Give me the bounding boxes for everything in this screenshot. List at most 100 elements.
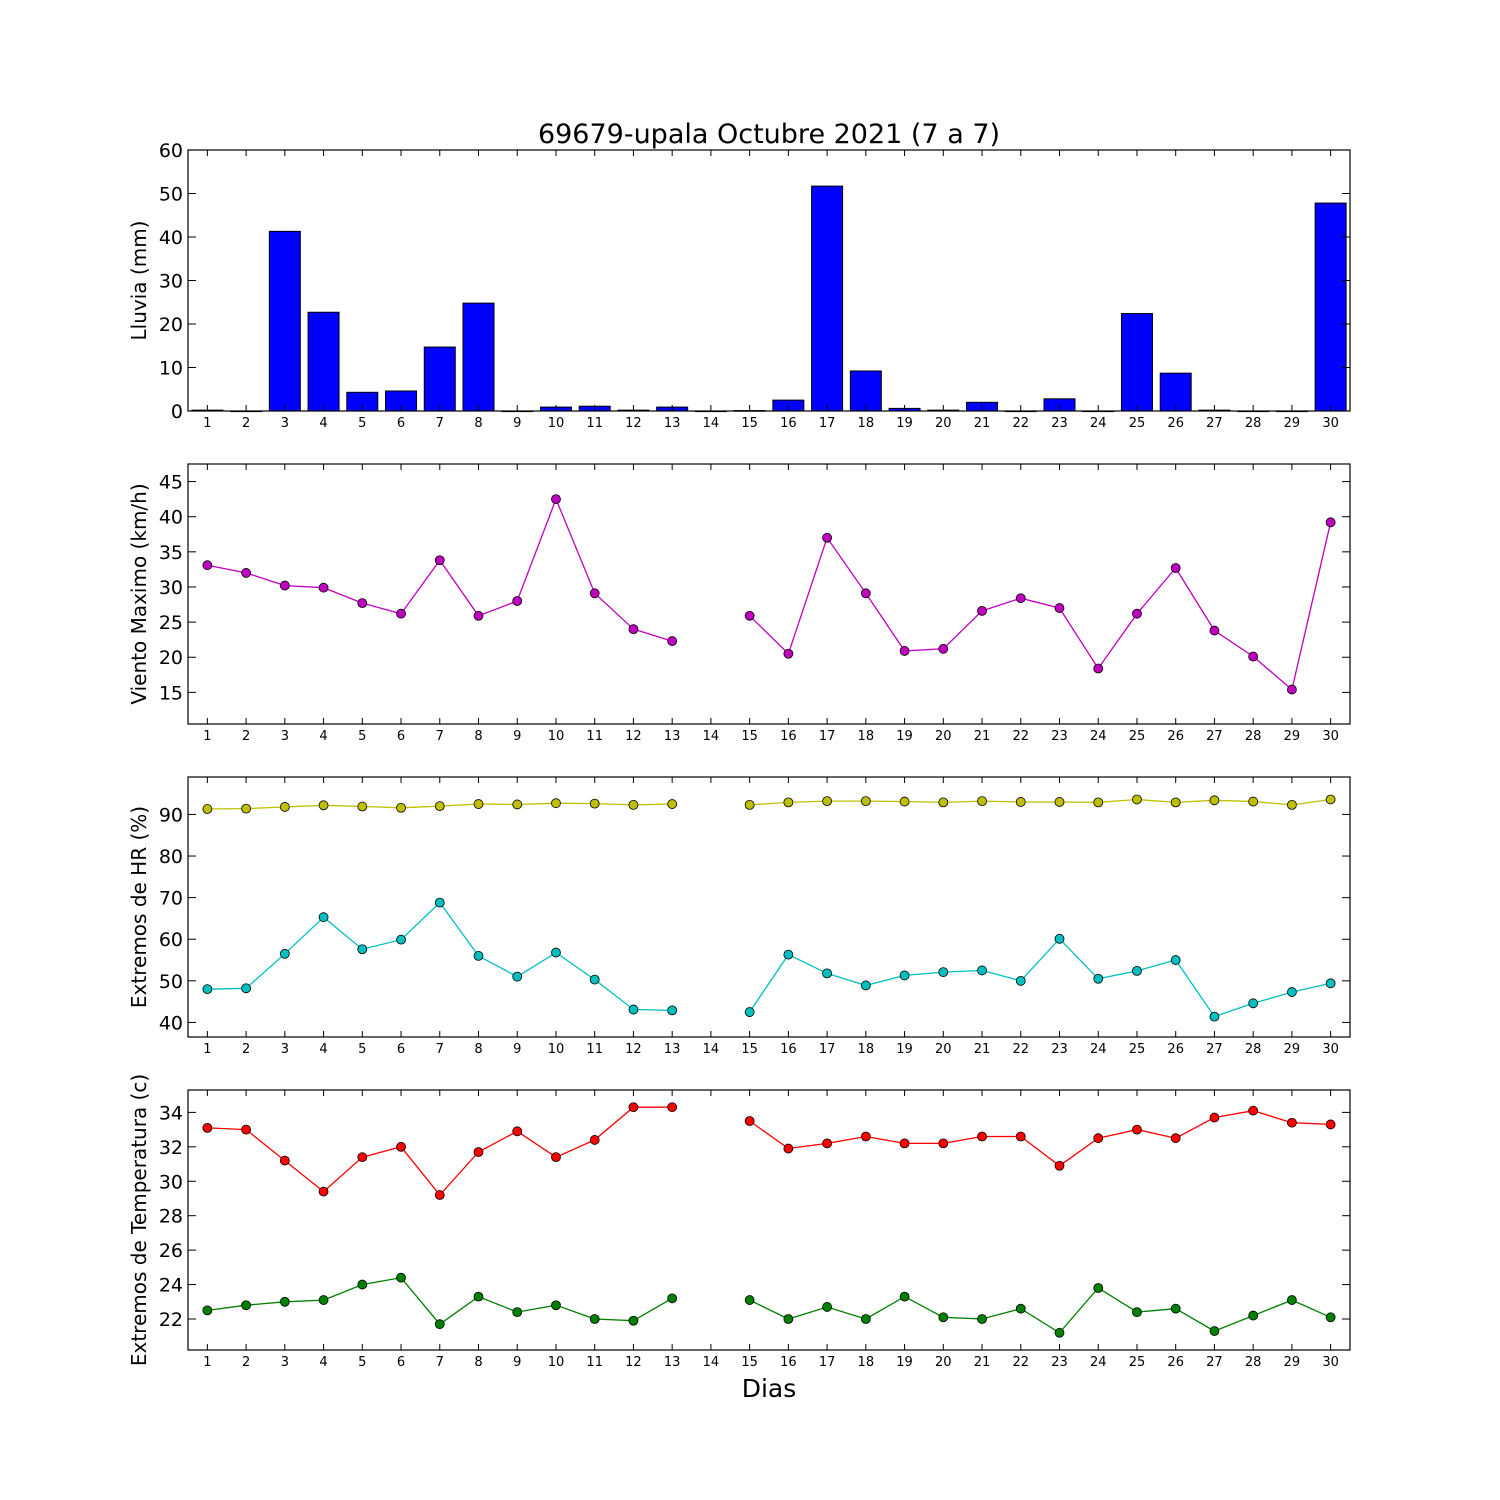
y-tick-label: 45 <box>159 472 183 494</box>
x-tick-label: 5 <box>358 1355 366 1370</box>
y-tick-label: 26 <box>159 1240 183 1262</box>
x-tick-label: 27 <box>1206 416 1223 431</box>
series-2-point-day-30 <box>1325 1312 1336 1323</box>
series-2-point-day-18 <box>860 1314 871 1324</box>
x-tick-label: 14 <box>703 1355 720 1370</box>
y-axis-label: Extremos de HR (%) <box>127 806 151 1008</box>
x-tick-label: 20 <box>935 729 952 744</box>
x-tick-label: 14 <box>703 1042 720 1057</box>
series-2-point-day-8 <box>473 950 484 961</box>
x-tick-label: 16 <box>780 416 797 431</box>
x-tick-label: 12 <box>625 729 642 744</box>
y-tick-label: 40 <box>159 227 183 249</box>
x-tick-label: 1 <box>203 416 211 431</box>
series-2-point-day-30 <box>1325 978 1336 989</box>
bar-day-26 <box>1159 372 1192 412</box>
series-1-point-day-4 <box>318 800 329 811</box>
x-tick-label: 29 <box>1284 1042 1301 1057</box>
x-tick-label: 19 <box>896 416 913 431</box>
y-tick-label: 35 <box>159 542 183 564</box>
series-1-point-day-13 <box>667 636 678 646</box>
series-2-point-day-9 <box>512 1307 523 1318</box>
y-tick-label: 20 <box>159 647 183 669</box>
x-tick-label: 16 <box>780 1355 797 1370</box>
series-1-point-day-8 <box>473 799 484 809</box>
y-tick-label: 10 <box>159 358 183 380</box>
x-tick-label: 2 <box>242 1355 250 1370</box>
series-2-point-day-17 <box>822 1302 832 1312</box>
y-tick-label: 25 <box>159 612 183 634</box>
x-tick-label: 19 <box>896 1355 913 1370</box>
panel-frame <box>187 1089 1351 1351</box>
x-tick-label: 12 <box>625 1355 642 1370</box>
x-tick-label: 3 <box>281 1355 289 1370</box>
series-1-point-day-22 <box>1015 593 1026 604</box>
y-tick-label: 50 <box>159 971 183 993</box>
x-tick-label: 3 <box>281 729 289 744</box>
series-2-point-day-3 <box>279 1296 290 1307</box>
series-2-point-day-4 <box>318 912 329 923</box>
x-tick-label: 28 <box>1245 416 1262 431</box>
series-2-point-day-19 <box>899 970 910 981</box>
series-1-point-day-15 <box>744 610 755 621</box>
series-1-point-day-29 <box>1287 1117 1297 1128</box>
series-2-point-day-13 <box>667 1293 678 1304</box>
x-tick-label: 30 <box>1322 416 1339 431</box>
series-2-point-day-18 <box>860 980 871 991</box>
series-1-point-day-4 <box>318 1186 329 1197</box>
x-tick-label: 1 <box>203 729 211 744</box>
series-2-point-day-19 <box>899 1291 910 1302</box>
series-1-point-day-2 <box>241 568 252 578</box>
x-tick-label: 27 <box>1206 729 1223 744</box>
series-2-point-day-24 <box>1093 1283 1104 1293</box>
series-1-point-day-19 <box>899 1138 910 1149</box>
x-tick-label: 30 <box>1322 729 1339 744</box>
series-1-point-day-26 <box>1170 797 1181 808</box>
series-2-point-day-13 <box>667 1005 678 1016</box>
series-1-point-day-28 <box>1248 651 1259 662</box>
x-tick-label: 16 <box>780 729 797 744</box>
x-tick-label: 11 <box>586 729 603 744</box>
x-tick-label: 16 <box>780 1042 797 1057</box>
x-tick-label: 14 <box>703 416 720 431</box>
series-1-point-day-9 <box>512 596 523 606</box>
series-1-point-day-28 <box>1248 1105 1259 1116</box>
series-1-point-day-15 <box>744 799 755 810</box>
x-tick-label: 21 <box>974 729 991 744</box>
x-tick-label: 18 <box>858 1042 875 1057</box>
x-tick-label: 28 <box>1245 729 1262 744</box>
x-tick-label: 2 <box>242 416 250 431</box>
series-2-point-day-22 <box>1015 975 1026 986</box>
x-tick-label: 29 <box>1284 416 1301 431</box>
x-tick-label: 21 <box>974 1355 991 1370</box>
y-axis-label: Extremos de Temperatura (c) <box>127 1074 151 1366</box>
x-tick-label: 17 <box>819 1355 836 1370</box>
x-tick-label: 7 <box>436 729 444 744</box>
series-2-point-day-21 <box>977 965 987 976</box>
y-tick-label: 32 <box>159 1137 183 1159</box>
x-tick-label: 4 <box>319 1355 327 1370</box>
series-2-point-day-10 <box>551 947 561 958</box>
series-1-point-day-10 <box>551 1152 561 1163</box>
series-2-point-day-27 <box>1209 1326 1220 1336</box>
series-1-point-day-16 <box>783 1143 794 1154</box>
series-1-point-day-1 <box>202 804 213 814</box>
series-1-point-day-11 <box>589 798 600 809</box>
x-tick-label: 24 <box>1090 729 1107 744</box>
y-tick-label: 30 <box>159 577 183 599</box>
series-1-point-day-27 <box>1209 625 1220 636</box>
series-2-point-day-2 <box>241 1300 252 1311</box>
series-1-point-day-21 <box>977 605 987 616</box>
series-1-line-segment-1 <box>207 1106 673 1197</box>
series-1-point-day-21 <box>977 796 987 807</box>
series-1-point-day-3 <box>279 802 290 812</box>
x-tick-label: 23 <box>1051 416 1068 431</box>
x-tick-label: 24 <box>1090 416 1107 431</box>
series-2-point-day-23 <box>1054 933 1065 944</box>
x-tick-label: 18 <box>858 416 875 431</box>
y-axis-label: Viento Maximo (km/h) <box>127 483 151 704</box>
x-tick-label: 2 <box>242 729 250 744</box>
bar-day-7 <box>423 346 456 412</box>
x-tick-label: 24 <box>1090 1355 1107 1370</box>
series-1-point-day-12 <box>628 624 639 635</box>
